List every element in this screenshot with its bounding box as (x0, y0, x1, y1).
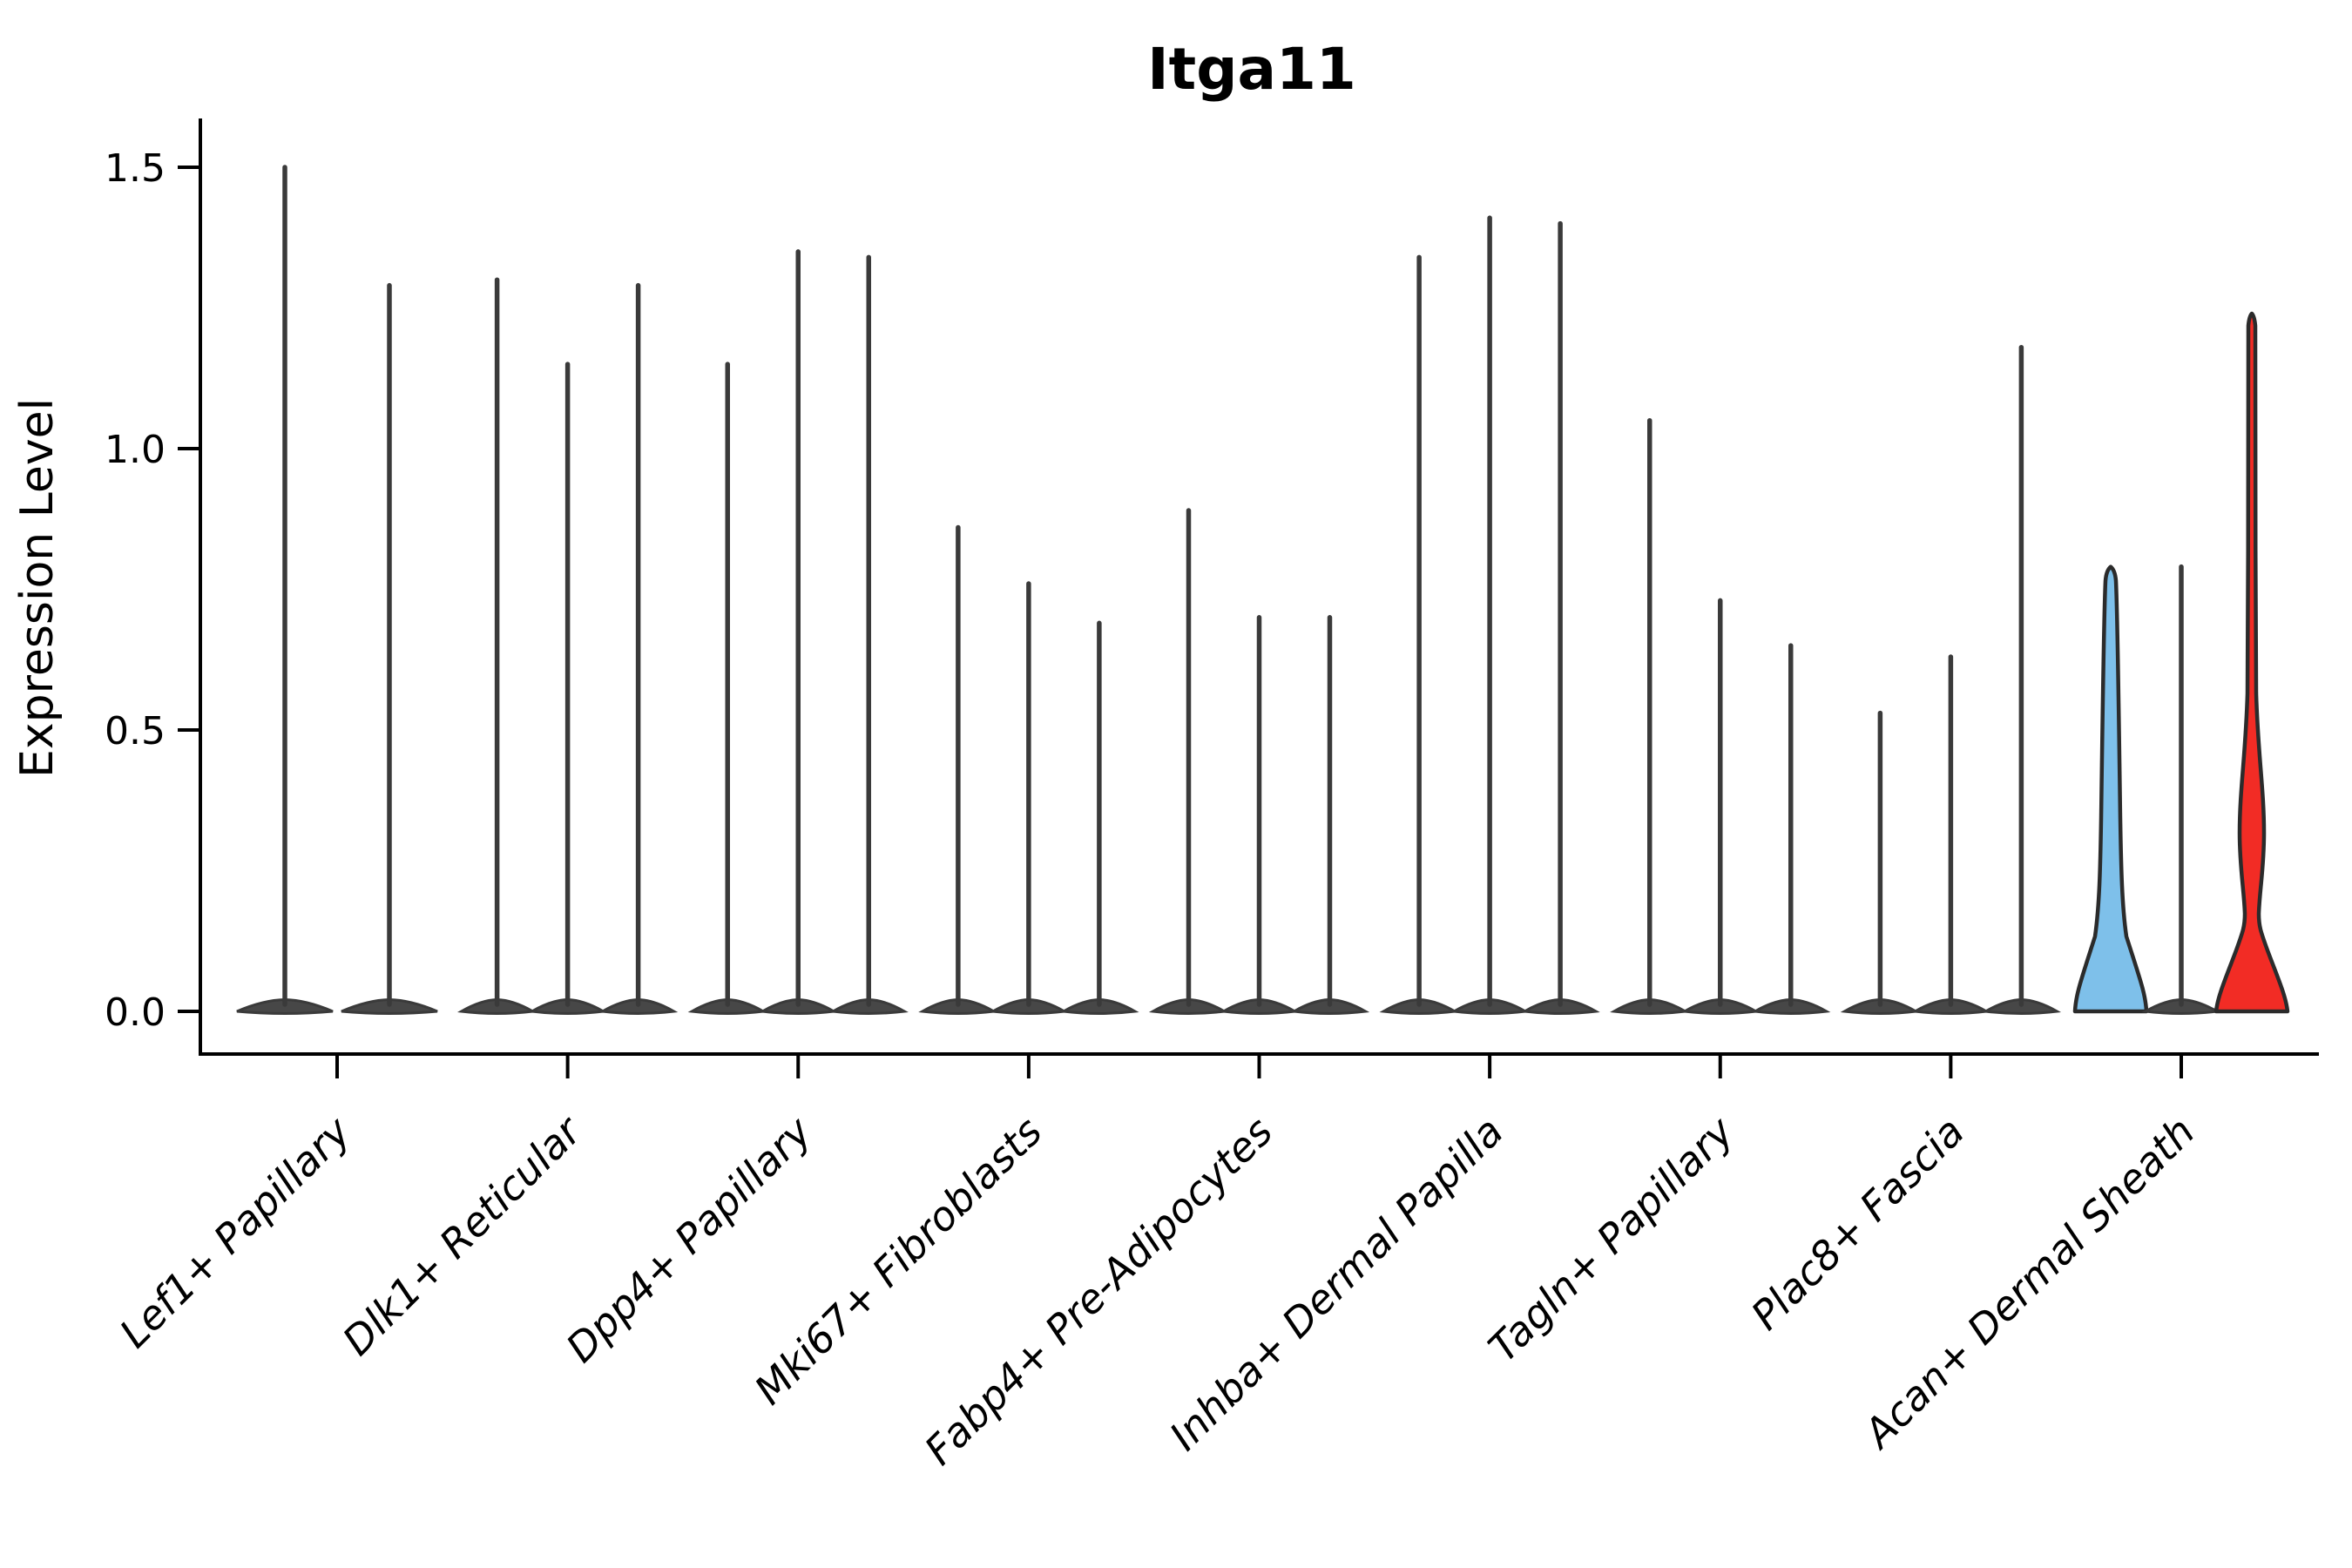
x-category-label: Plac8+ Fascia (1742, 1108, 1973, 1339)
y-tick-label: 0.0 (105, 990, 166, 1035)
x-category-label: Dlk1+ Reticular (334, 1105, 592, 1364)
y-tick-label: 1.0 (105, 428, 166, 472)
violin-red-highlight (2213, 311, 2290, 1014)
chart-title: Itga11 (1147, 36, 1356, 103)
y-tick-label: 1.5 (105, 146, 166, 191)
x-category-label: Lef1+ Papillary (111, 1107, 360, 1356)
violin-blue-highlight (2072, 564, 2149, 1014)
y-axis-label: Expression Level (11, 398, 64, 778)
x-category-label: Tagln+ Papillary (1479, 1107, 1743, 1371)
y-tick-label: 0.5 (105, 709, 166, 754)
x-category-label: Dpp4+ Papillary (557, 1107, 821, 1371)
